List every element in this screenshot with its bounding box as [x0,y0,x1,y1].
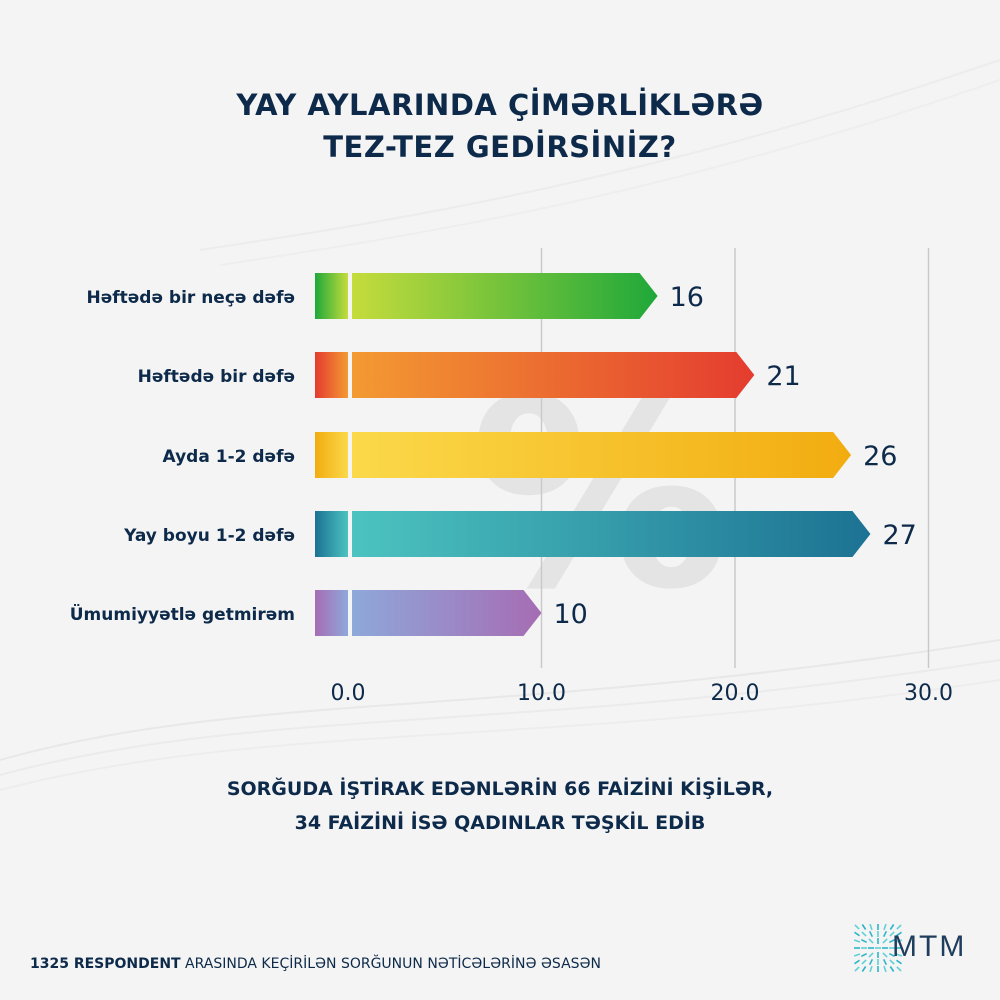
footer-source: 1325 RESPONDENT ARASINDA KEÇİRİLƏN SORĞU… [30,956,601,972]
x-tick-label: 10.0 [517,681,566,706]
logo-dash [853,953,861,957]
bar-stub [315,432,348,478]
footer-respondents: 1325 RESPONDENT [30,956,181,972]
category-label: Həftədə bir neçə dəfə [86,288,295,308]
bar [352,352,755,398]
logo-dash [889,924,895,930]
title-line-2: TEZ-TEZ GEDİRSİNİZ? [323,130,677,164]
value-label: 16 [670,282,704,313]
value-label: 26 [863,441,897,472]
logo-dash [882,938,888,944]
bar [352,590,542,636]
logo-dash [861,931,867,937]
logo-dash [882,930,888,938]
category-label: Həftədə bir dəfə [138,367,295,387]
logo-dash [889,931,895,937]
logo-dash [868,930,874,938]
logo-dash [868,938,874,944]
bar [352,511,871,557]
category-label: Yay boyu 1-2 dəfə [123,526,295,546]
logo-dash [888,938,896,944]
logo-dash [854,966,860,972]
value-label: 10 [554,599,588,630]
mtm-logo-icon [853,923,903,973]
logo-dash [883,923,887,931]
logo-dash [896,931,902,937]
logo-dash [861,959,867,965]
logo-dash [861,966,867,972]
logo-dash [868,958,874,966]
logo-dash [882,952,888,958]
survey-note-line-1: SORĞUDA İŞTİRAK EDƏNLƏRİN 66 FAİZİNİ KİŞ… [226,778,774,800]
bar [352,273,658,319]
logo-dash [895,953,903,957]
survey-note-line-2: 34 FAİZİNİ İSƏ QADINLAR TƏŞKİL EDİB [294,812,706,834]
logo-dash [869,965,873,973]
logo-dash [896,924,902,930]
logo-dash [861,924,867,930]
bar-stub [315,352,348,398]
title-line-1: YAY AYLARINDA ÇİMƏRLİKLƏRƏ [236,88,764,122]
category-label: Ümumiyyətlə getmirəm [70,603,295,625]
value-label: 27 [882,520,916,551]
logo-dash [860,938,868,944]
x-tick-label: 0.0 [331,681,366,706]
bar [352,432,852,478]
logo-dash [868,952,874,958]
bar-stub [315,590,348,636]
survey-note: SORĞUDA İŞTİRAK EDƏNLƏRİN 66 FAİZİNİ KİŞ… [0,772,1000,840]
logo-dash [882,958,888,966]
logo-dash [889,966,895,972]
logo-dash [853,939,861,943]
category-label: Ayda 1-2 dəfə [163,447,295,467]
logo-dash [888,952,896,958]
x-tick-label: 30.0 [904,681,953,706]
chart-title: YAY AYLARINDA ÇİMƏRLİKLƏRƏ TEZ-TEZ GEDİR… [0,84,1000,168]
logo-text: MTM [892,930,967,963]
logo-dash [896,959,902,965]
logo-dash [854,924,860,930]
value-label: 21 [766,361,800,392]
logo-dash [895,939,903,943]
logo-dash [896,966,902,972]
x-tick-label: 20.0 [711,681,760,706]
logo-dash [854,959,860,965]
bar-stub [315,511,348,557]
logo-dash [854,931,860,937]
logo-dash [869,923,873,931]
footer-rest: ARASINDA KEÇİRİLƏN SORĞUNUN NƏTİCƏLƏRİNƏ… [180,956,602,972]
bar-stub [315,273,348,319]
logo-dash [860,952,868,958]
logo-dash [883,965,887,973]
logo-dash [889,959,895,965]
